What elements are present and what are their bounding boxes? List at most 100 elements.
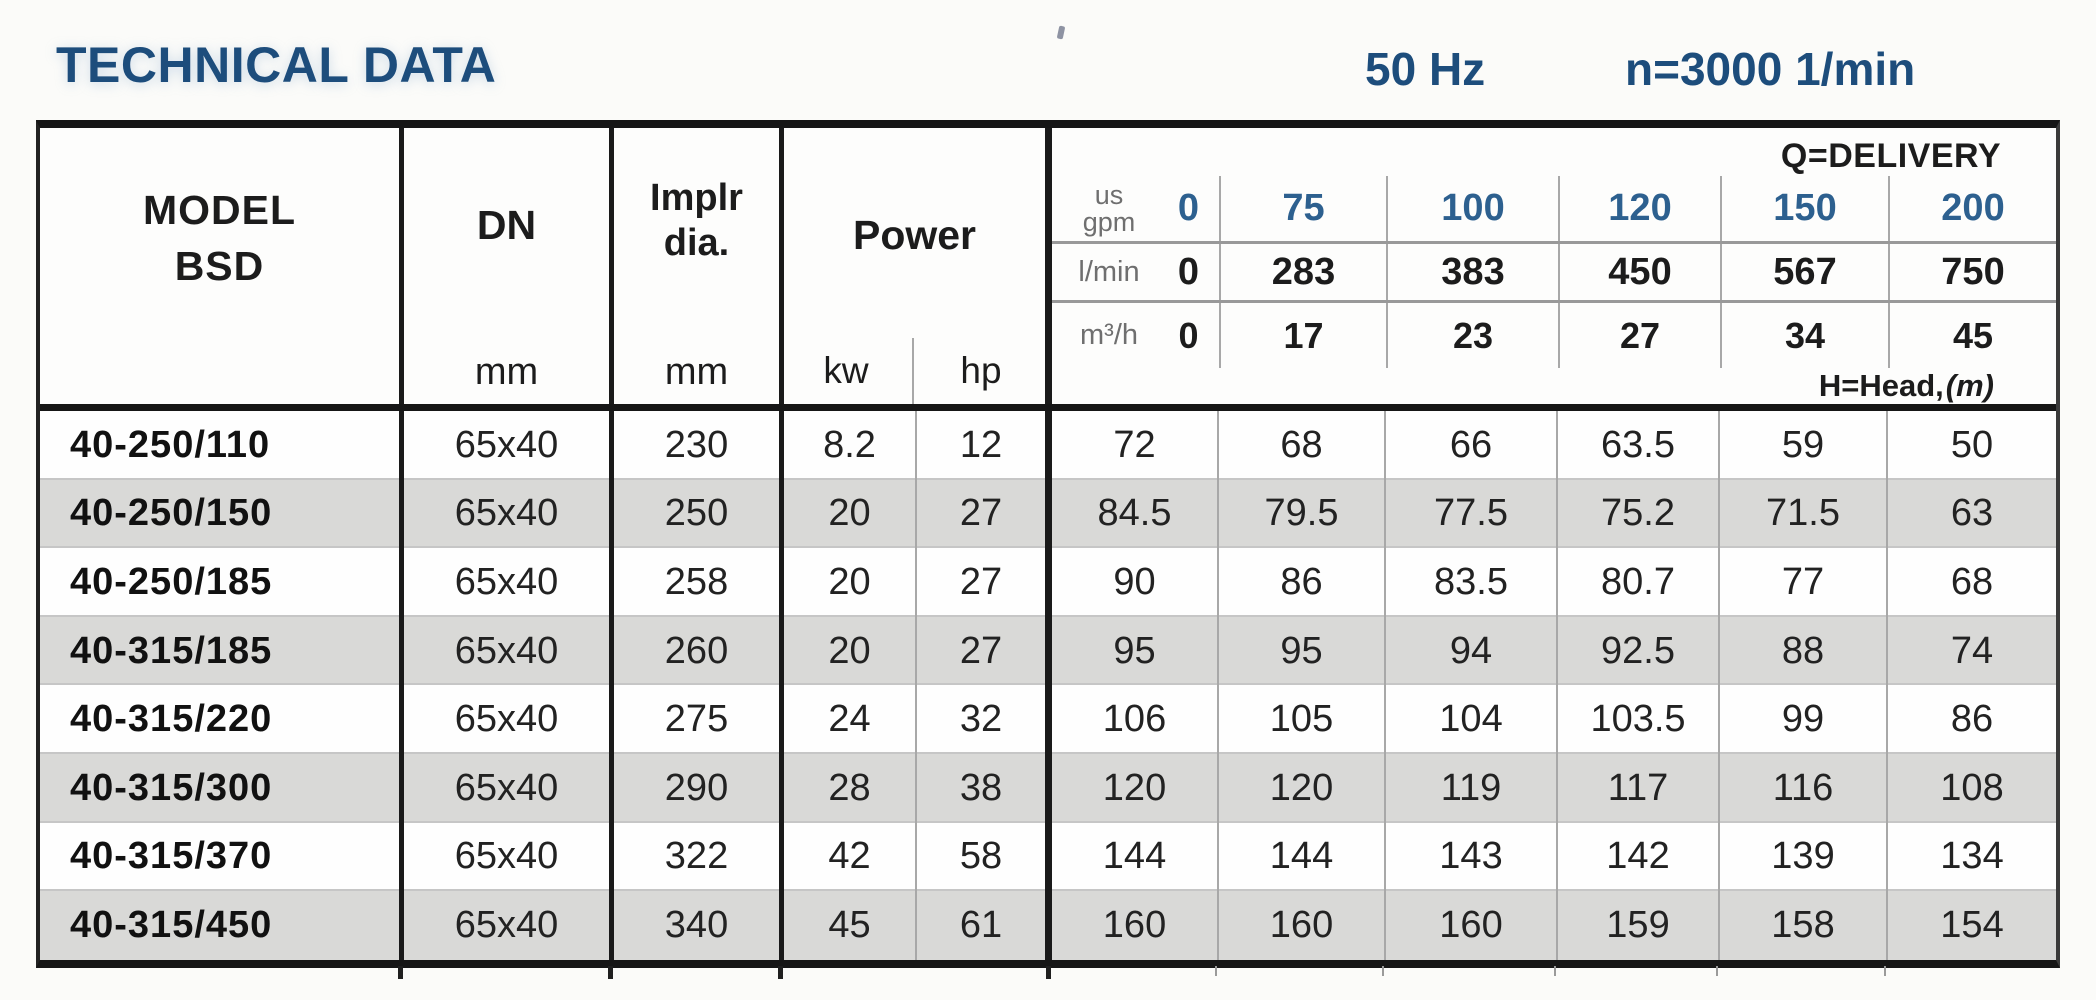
head-cell: 139 xyxy=(1720,822,1888,892)
model-header-line2: BSD xyxy=(174,242,265,289)
head-cell: 142 xyxy=(1558,822,1720,892)
dn-header-unit: mm xyxy=(474,351,539,393)
lmin-value: 750 xyxy=(1941,250,2005,293)
head-cell: 117 xyxy=(1558,753,1720,823)
head-unit: (m) xyxy=(1945,368,1994,403)
impeller-header-line2: dia. xyxy=(663,221,730,264)
border-stub xyxy=(778,966,783,979)
m3h-cell: 23 xyxy=(1386,303,1558,368)
hp-cell: 12 xyxy=(917,411,1052,480)
border-stub xyxy=(1046,966,1051,979)
dn-cell: 65x40 xyxy=(404,753,614,823)
head-cell: 86 xyxy=(1950,698,1994,741)
head-cell: 144 xyxy=(1219,822,1386,892)
m3h-cell: 34 xyxy=(1720,303,1888,368)
border-stub xyxy=(1716,966,1718,976)
model-header-line1: MODEL xyxy=(142,187,297,234)
head-cell: 92.5 xyxy=(1558,616,1720,686)
head-cell: 77 xyxy=(1720,548,1888,617)
frequency-label: 50 Hz xyxy=(1365,43,1486,95)
lmin-value: 567 xyxy=(1773,250,1837,293)
hp-unit-label: hp xyxy=(960,350,1002,391)
head-cell: 50 xyxy=(1950,423,1994,466)
impeller-cell: 322 xyxy=(614,822,784,892)
impeller-cell: 250 xyxy=(614,479,784,549)
model-cell: 40-315/300 xyxy=(40,753,404,823)
lmin-cell: 383 xyxy=(1386,244,1558,300)
hp-cell: 38 xyxy=(917,753,1052,823)
gpm-value: 100 xyxy=(1441,187,1505,229)
gpm-cell: 75 xyxy=(1219,176,1386,241)
head-cell: 75.2 xyxy=(1558,479,1720,549)
table-row: 40-315/300 65x40 290 28 38 120 120 119 1… xyxy=(40,751,2056,823)
gpm-row: us gpm 0 75 100 120 150 200 xyxy=(1052,176,2056,244)
page-title: TECHNICAL DATA xyxy=(56,37,497,93)
head-cell: 74 xyxy=(1950,629,1994,672)
delivery-title: Q=DELIVERY xyxy=(1780,137,2001,175)
dn-cell: 65x40 xyxy=(404,685,614,754)
head-cell: 84.5 xyxy=(1052,479,1219,549)
head-cell: 71.5 xyxy=(1720,479,1888,549)
m3h-unit-label: m³/h xyxy=(1080,319,1138,351)
gpm-cell: 150 xyxy=(1720,176,1888,241)
head-cell: 99 xyxy=(1720,685,1888,754)
table-row: 40-315/370 65x40 322 42 58 144 144 143 1… xyxy=(40,820,2056,892)
model-cell: 40-315/220 xyxy=(40,685,404,754)
m3h-cell: 27 xyxy=(1558,303,1720,368)
head-cell: 119 xyxy=(1386,753,1558,823)
lmin-cell: 750 xyxy=(1888,244,2056,300)
hp-cell: 61 xyxy=(917,891,1052,960)
m3h-value: 34 xyxy=(1784,314,1826,356)
gpm-unit-line1: us xyxy=(1094,179,1124,210)
m3h-cell: m³/h 0 xyxy=(1052,303,1219,368)
head-cell: 79.5 xyxy=(1219,479,1386,549)
table-row: 40-315/450 65x40 340 45 61 160 160 160 1… xyxy=(40,889,2056,960)
hp-cell: 27 xyxy=(917,616,1052,686)
lmin-unit-label: l/min xyxy=(1078,255,1140,288)
head-cell: 94 xyxy=(1386,616,1558,686)
head-cell: 158 xyxy=(1720,891,1888,960)
head-cell: 106 xyxy=(1052,685,1219,754)
model-cell: 40-250/185 xyxy=(40,548,404,617)
head-cell: 143 xyxy=(1386,822,1558,892)
gpm-unit-label: us gpm xyxy=(1060,179,1158,236)
lmin-value: 283 xyxy=(1271,250,1336,293)
head-cell: 104 xyxy=(1386,685,1558,754)
gpm-cell: us gpm 0 xyxy=(1052,176,1219,241)
model-cell: 40-250/150 xyxy=(40,479,404,549)
head-label: H=Head, xyxy=(1818,368,1944,403)
hp-cell: 32 xyxy=(917,685,1052,754)
impeller-cell: 290 xyxy=(614,753,784,823)
head-cell: 154 xyxy=(1940,903,2004,946)
model-cell: 40-315/185 xyxy=(40,616,404,686)
head-cell: 95 xyxy=(1219,616,1386,686)
lmin-cell: 567 xyxy=(1720,244,1888,300)
head-cell: 134 xyxy=(1940,835,2004,878)
gpm-value: 120 xyxy=(1608,187,1672,229)
impeller-cell: 275 xyxy=(614,685,784,754)
gpm-value: 0 xyxy=(1177,187,1200,229)
m3h-value: 0 xyxy=(1178,314,1199,356)
kw-cell: 20 xyxy=(784,479,917,549)
dn-cell: 65x40 xyxy=(404,822,614,892)
table-row: 40-315/220 65x40 275 24 32 106 105 104 1… xyxy=(40,683,2056,754)
gpm-cell: 120 xyxy=(1558,176,1720,241)
impeller-header-line1: Implr xyxy=(650,177,743,219)
border-stub xyxy=(1382,966,1384,976)
head-cell: 88 xyxy=(1720,616,1888,686)
head-cell: 160 xyxy=(1219,891,1386,960)
head-cell: 68 xyxy=(1219,411,1386,480)
head-cell: 77.5 xyxy=(1386,479,1558,549)
gpm-value: 200 xyxy=(1941,187,2005,229)
hp-cell: 58 xyxy=(917,822,1052,892)
power-header: Power kw hp xyxy=(784,128,1052,404)
m3h-cell: 17 xyxy=(1219,303,1386,368)
hp-cell: 27 xyxy=(917,479,1052,549)
head-cell: 160 xyxy=(1386,891,1558,960)
lmin-row: l/min 0 283 383 450 567 750 xyxy=(1052,244,2056,303)
kw-unit-label: kw xyxy=(781,338,914,404)
head-cell: 72 xyxy=(1052,411,1219,480)
m3h-value: 23 xyxy=(1452,314,1494,356)
power-units: kw hp xyxy=(781,338,1049,404)
